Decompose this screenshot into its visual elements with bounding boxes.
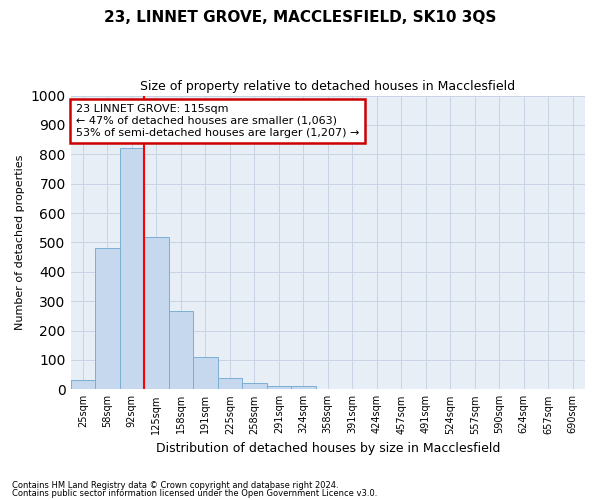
Title: Size of property relative to detached houses in Macclesfield: Size of property relative to detached ho… [140, 80, 515, 93]
Bar [169, 312, 193, 390]
Bar [218, 378, 242, 390]
Bar [95, 248, 119, 390]
Bar [71, 380, 95, 390]
Text: 23 LINNET GROVE: 115sqm
← 47% of detached houses are smaller (1,063)
53% of semi: 23 LINNET GROVE: 115sqm ← 47% of detache… [76, 104, 359, 138]
Text: 23, LINNET GROVE, MACCLESFIELD, SK10 3QS: 23, LINNET GROVE, MACCLESFIELD, SK10 3QS [104, 10, 496, 25]
Text: Contains public sector information licensed under the Open Government Licence v3: Contains public sector information licen… [12, 488, 377, 498]
X-axis label: Distribution of detached houses by size in Macclesfield: Distribution of detached houses by size … [155, 442, 500, 455]
Text: Contains HM Land Registry data © Crown copyright and database right 2024.: Contains HM Land Registry data © Crown c… [12, 481, 338, 490]
Y-axis label: Number of detached properties: Number of detached properties [15, 154, 25, 330]
Bar [266, 386, 291, 390]
Bar [242, 384, 266, 390]
Bar [291, 386, 316, 390]
Bar [144, 236, 169, 390]
Bar [119, 148, 144, 390]
Bar [193, 357, 218, 390]
